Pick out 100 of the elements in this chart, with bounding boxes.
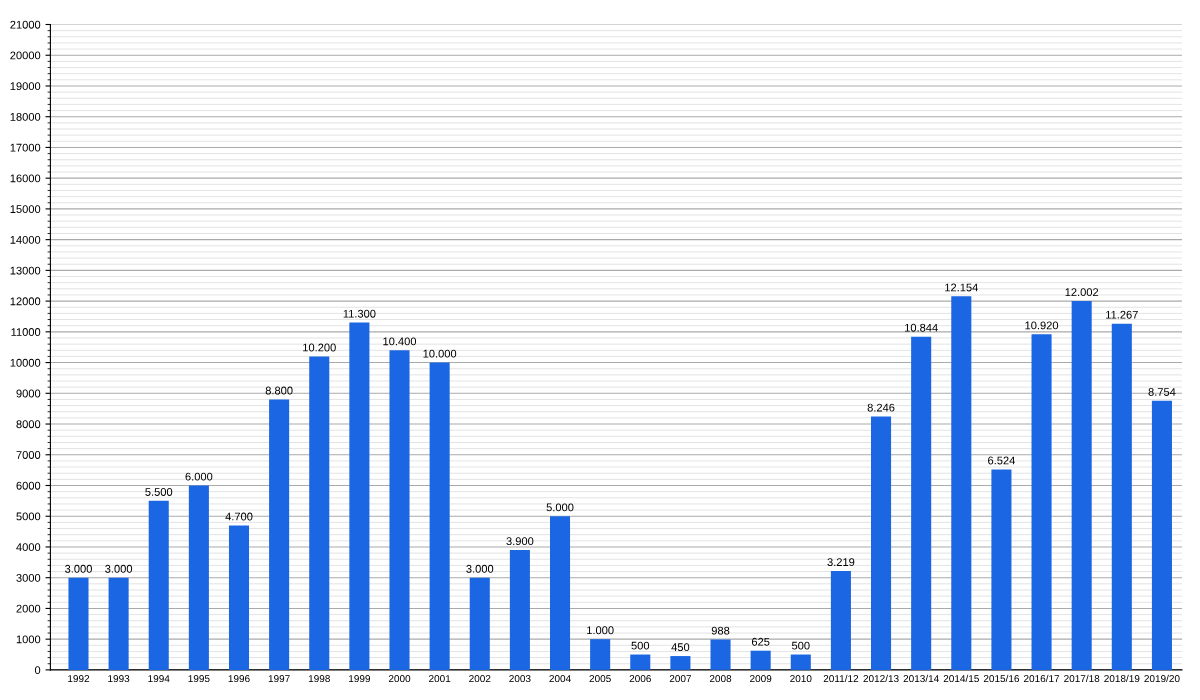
x-tick-label: 2005	[589, 675, 611, 683]
bar	[509, 550, 530, 670]
bar	[1111, 323, 1132, 670]
data-label: 450	[671, 643, 690, 652]
data-label: 10.200	[303, 343, 336, 352]
data-label: 3.000	[105, 564, 133, 573]
data-label: 500	[631, 641, 650, 650]
data-label: 11.300	[343, 309, 376, 318]
y-tick-label: 13000	[10, 266, 41, 275]
bar	[790, 654, 811, 670]
bar	[228, 525, 250, 670]
bar	[750, 650, 771, 670]
bar	[68, 577, 89, 670]
data-label: 1.000	[587, 626, 614, 635]
bar	[871, 416, 892, 670]
bar	[670, 656, 691, 670]
y-tick-label: 3000	[16, 573, 41, 582]
bar	[951, 296, 972, 670]
x-tick-label: 2004	[549, 675, 571, 683]
bar	[429, 362, 450, 670]
x-tick-label: 1992	[68, 675, 90, 683]
x-tick-label: 2016/17	[1023, 674, 1060, 683]
bar	[590, 639, 611, 670]
data-label: 988	[711, 626, 730, 635]
bar	[1031, 334, 1052, 670]
data-label: 4.700	[225, 512, 253, 521]
bar	[830, 570, 851, 670]
data-label: 625	[751, 637, 770, 646]
x-tick-label: 2019/20	[1144, 674, 1180, 683]
x-tick-label: 1998	[308, 675, 330, 683]
bar	[991, 469, 1012, 670]
x-tick-label: 1999	[349, 675, 371, 683]
data-label: 5.500	[145, 488, 173, 496]
bar	[1071, 301, 1092, 670]
data-label: 3.000	[65, 564, 92, 573]
y-tick-label: 16000	[10, 174, 41, 183]
data-label: 11.267	[1106, 310, 1138, 319]
bar	[349, 322, 370, 670]
data-label: 3.219	[827, 558, 855, 566]
bar	[309, 356, 330, 670]
data-label: 3.000	[466, 564, 494, 573]
bar	[188, 485, 209, 670]
bar	[148, 500, 169, 670]
bar	[911, 336, 932, 670]
y-tick-label: 12000	[10, 297, 41, 306]
x-tick-label: 1994	[148, 675, 170, 683]
bar	[710, 639, 731, 670]
x-tick-label: 2000	[388, 675, 411, 683]
x-tick-label: 2018/19	[1104, 674, 1140, 683]
bar	[269, 399, 290, 670]
x-tick-label: 1996	[228, 675, 250, 683]
bar	[1151, 400, 1172, 670]
x-tick-label: 1993	[108, 675, 130, 683]
y-tick-label: 1000	[16, 635, 41, 644]
x-tick-label: 2010	[790, 675, 812, 683]
bar	[108, 577, 129, 670]
y-tick-label: 14000	[10, 235, 41, 244]
data-label: 6.524	[988, 456, 1015, 465]
data-label: 500	[791, 641, 810, 650]
y-tick-label: 15000	[10, 205, 41, 214]
x-tick-label: 1995	[188, 675, 210, 683]
x-tick-label: 2015/16	[983, 674, 1020, 683]
x-tick-label: 1997	[268, 675, 290, 683]
y-tick-label: 8000	[16, 420, 41, 429]
x-tick-label: 2002	[469, 675, 491, 683]
data-label: 8.754	[1148, 388, 1176, 396]
x-tick-label: 2001	[429, 675, 451, 683]
y-tick-label: 18000	[10, 112, 41, 121]
data-label: 8.246	[867, 403, 895, 412]
x-tick-label: 2012/13	[863, 674, 899, 683]
x-tick-label: 2009	[750, 675, 772, 683]
x-tick-label: 2011/12	[823, 674, 859, 683]
y-tick-label: 9000	[16, 389, 41, 398]
data-label: 10.000	[423, 349, 457, 358]
x-tick-label: 2007	[669, 675, 692, 683]
data-label: 10.400	[383, 337, 417, 346]
bar	[549, 516, 571, 670]
y-tick-label: 10000	[10, 358, 41, 367]
x-tick-label: 2003	[509, 675, 531, 683]
x-tick-label: 2006	[629, 675, 651, 683]
y-tick-label: 7000	[16, 451, 41, 459]
y-tick-label: 4000	[16, 543, 41, 552]
data-label: 12.154	[945, 283, 978, 292]
y-tick-label: 19000	[10, 82, 41, 91]
y-tick-label: 0	[34, 666, 41, 675]
x-tick-label: 2008	[709, 675, 732, 683]
y-tick-label: 2000	[16, 604, 41, 613]
data-label: 8.800	[265, 386, 293, 395]
data-label: 6.000	[185, 472, 213, 481]
y-tick-label: 21000	[10, 20, 41, 29]
y-tick-label: 11000	[11, 328, 41, 336]
y-tick-label: 6000	[16, 481, 41, 490]
bar	[469, 577, 490, 670]
bar	[630, 654, 651, 670]
data-label: 5.000	[546, 503, 574, 512]
data-label: 10.920	[1025, 321, 1059, 330]
y-tick-label: 17000	[10, 143, 41, 152]
y-tick-label: 20000	[10, 51, 41, 60]
x-tick-label: 2014/15	[943, 674, 979, 683]
x-tick-label: 2017/18	[1064, 674, 1100, 683]
